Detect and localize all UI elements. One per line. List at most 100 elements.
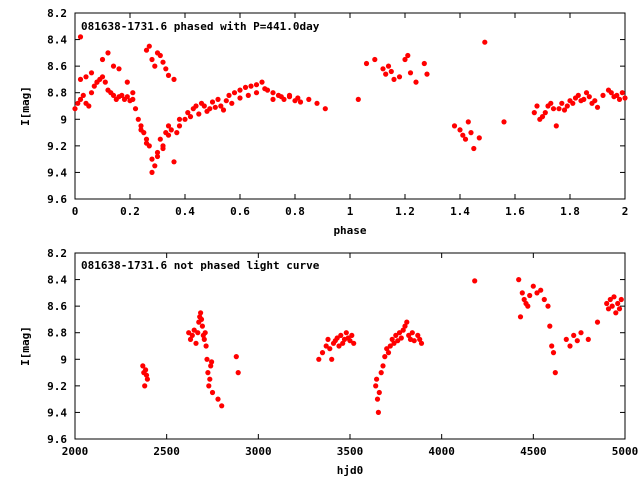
data-point [316, 356, 322, 362]
y-tick-label: 9.6 [47, 433, 67, 446]
data-point [465, 119, 471, 125]
data-point [578, 330, 584, 336]
y-axis-label: I[mag] [19, 326, 32, 366]
data-point [411, 338, 417, 344]
data-point [550, 350, 557, 356]
data-point [160, 145, 166, 152]
data-point [94, 79, 100, 85]
data-point [594, 104, 601, 110]
data-point [215, 396, 221, 402]
data-point [163, 66, 169, 72]
y-tick-label: 8.8 [47, 87, 67, 100]
x-axis-label: hjd0 [337, 464, 364, 477]
data-point [451, 123, 458, 129]
data-point [615, 300, 621, 307]
data-point [384, 346, 390, 352]
data-point [77, 96, 84, 102]
data-point [86, 103, 92, 109]
axis-ticks: 0 0.2 0.4 0.6 0.8 1 1.2 1.4 1.6 1.8 2 8.2 8.4 8.6 8.8 9… [47, 7, 628, 218]
data-point [314, 100, 320, 106]
data-point [517, 314, 524, 320]
data-point [119, 92, 125, 98]
data-point [327, 346, 333, 352]
data-point [471, 145, 477, 152]
y-tick-label: 8.6 [47, 300, 67, 313]
data-point [143, 136, 150, 142]
data-point [363, 60, 370, 67]
axis-ticks: 2000 2500 3000 3500 4000 4500 5000 8.2 8.4 8.6 8.8… [47, 247, 638, 458]
data-point [462, 136, 469, 142]
data-point [201, 103, 207, 109]
data-point [259, 79, 265, 85]
data-point [110, 63, 117, 69]
data-point [538, 287, 544, 293]
x-axis-label: phase [333, 224, 366, 237]
data-point [550, 106, 557, 112]
x-tick-label: 0.6 [230, 205, 250, 218]
data-point [525, 303, 531, 309]
data-point [157, 136, 163, 142]
data-point [583, 90, 590, 96]
data-point [519, 290, 525, 296]
data-point [338, 332, 344, 338]
data-point [417, 336, 423, 342]
data-point [72, 106, 78, 112]
data-point [157, 52, 163, 59]
data-point [135, 116, 141, 122]
data-point [226, 92, 232, 98]
data-point [409, 330, 415, 336]
data-point [527, 292, 533, 299]
data-point [143, 367, 149, 373]
data-point [539, 114, 546, 120]
data-point [165, 72, 172, 78]
data-point [176, 116, 183, 122]
data-point [152, 163, 158, 169]
x-tick-label: 1.4 [450, 205, 470, 218]
y-tick-label: 9.4 [47, 166, 67, 179]
data-point [286, 92, 293, 98]
data-point [130, 96, 136, 102]
data-point [421, 60, 427, 67]
phased-light-curve-panel: 081638-1731.6 phased with P=441.0day pha… [19, 7, 628, 237]
x-tick-label: 2000 [62, 445, 89, 458]
data-point [482, 39, 488, 45]
data-point [80, 92, 86, 98]
data-point [295, 95, 301, 101]
data-point [237, 95, 243, 101]
data-point [198, 316, 205, 322]
x-tick-label: 0 [72, 205, 79, 218]
data-point [105, 50, 111, 56]
data-point [138, 127, 144, 133]
data-point [207, 376, 213, 382]
data-point [149, 169, 155, 175]
data-point [209, 389, 216, 396]
data-point [570, 100, 576, 106]
data-point [351, 340, 357, 346]
data-point [391, 76, 397, 82]
data-point [542, 110, 548, 116]
y-axis-label: I[mag] [19, 86, 32, 126]
data-point [380, 66, 386, 72]
data-point [608, 90, 614, 96]
data-point [88, 70, 95, 76]
data-point [594, 319, 601, 325]
x-tick-label: 0.2 [120, 205, 140, 218]
chart-title: 081638-1731.6 not phased light curve [81, 259, 320, 272]
data-point [376, 389, 382, 396]
data-point [516, 277, 522, 283]
x-tick-label: 2500 [153, 445, 180, 458]
data-point [398, 335, 404, 341]
data-point [140, 363, 146, 369]
data-point [124, 79, 130, 85]
y-tick-label: 8.6 [47, 60, 67, 73]
x-tick-label: 1.2 [395, 205, 415, 218]
data-point [556, 106, 562, 112]
data-point [600, 92, 606, 98]
data-point [413, 79, 419, 85]
data-point [396, 74, 403, 80]
data-point [592, 98, 598, 104]
data-point [205, 370, 211, 376]
data-point [83, 74, 89, 80]
data-point [553, 123, 559, 129]
data-point [237, 87, 243, 93]
